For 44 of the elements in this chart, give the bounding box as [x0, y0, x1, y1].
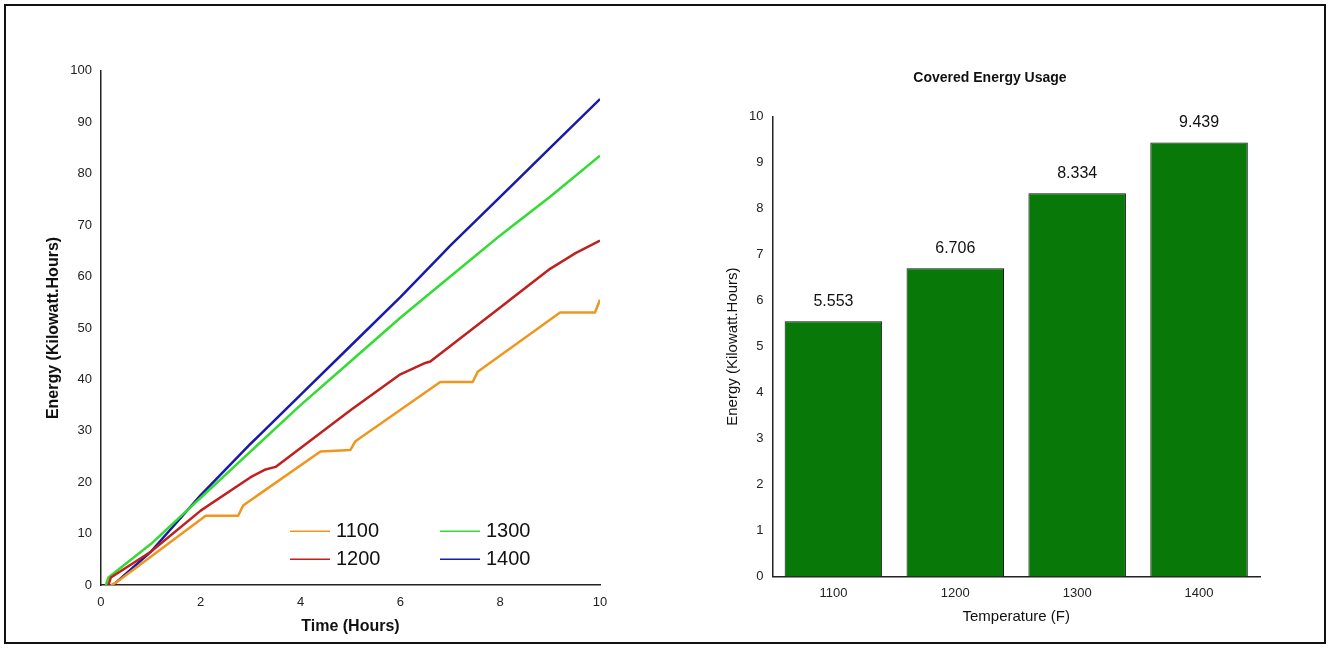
data-label: 8.334 — [1057, 163, 1098, 181]
legend-label: 1100 — [336, 518, 380, 541]
data-label: 6.706 — [935, 238, 976, 256]
y-tick-label: 10 — [77, 525, 92, 541]
x-tick-label: 1200 — [940, 584, 970, 600]
y-axis-title: Energy (Kilowatt.Hours) — [44, 236, 62, 420]
x-tick-label: 1100 — [819, 584, 848, 600]
chart-title: Covered Energy Usage — [913, 69, 1067, 86]
y-tick-label: 30 — [77, 422, 92, 438]
y-tick-label: 2 — [756, 476, 764, 492]
y-tick-label: 7 — [756, 246, 764, 262]
x-axis-title: Temperature (F) — [962, 607, 1070, 625]
y-tick-label: 3 — [756, 430, 764, 446]
y-tick-label: 100 — [70, 62, 92, 78]
x-tick-label: 0 — [97, 593, 105, 609]
data-label: 5.553 — [813, 291, 854, 309]
y-tick-label: 60 — [77, 268, 92, 284]
x-tick-label: 4 — [296, 593, 305, 609]
y-tick-label: 8 — [756, 200, 764, 216]
y-tick-label: 5 — [756, 338, 764, 354]
y-axis-title: Energy (Kilowatt.Hours) — [723, 267, 741, 426]
x-tick-label: 2 — [197, 593, 205, 609]
y-tick-label: 80 — [77, 165, 92, 181]
x-axis-title: Time (Hours) — [301, 616, 400, 634]
legend-label: 1400 — [486, 546, 531, 569]
y-tick-label: 40 — [77, 371, 92, 387]
y-tick-label: 90 — [77, 113, 92, 129]
legend-label: 1300 — [486, 518, 531, 541]
y-tick-label: 0 — [756, 567, 764, 583]
x-tick-label: 6 — [396, 593, 404, 609]
x-tick-label: 1400 — [1184, 584, 1214, 600]
x-tick-label: 1300 — [1062, 584, 1092, 600]
y-tick-label: 1 — [756, 522, 764, 538]
x-tick-label: 8 — [496, 593, 504, 609]
y-tick-label: 20 — [77, 473, 92, 489]
y-tick-label: 9 — [756, 154, 764, 170]
data-label: 9.439 — [1179, 112, 1220, 130]
y-tick-label: 50 — [77, 319, 92, 335]
legend-label: 1200 — [336, 546, 381, 569]
y-tick-label: 4 — [756, 384, 764, 400]
x-tick-label: 10 — [592, 593, 608, 609]
y-tick-label: 6 — [756, 292, 764, 308]
y-tick-label: 10 — [748, 108, 764, 124]
y-tick-label: 70 — [77, 216, 92, 232]
